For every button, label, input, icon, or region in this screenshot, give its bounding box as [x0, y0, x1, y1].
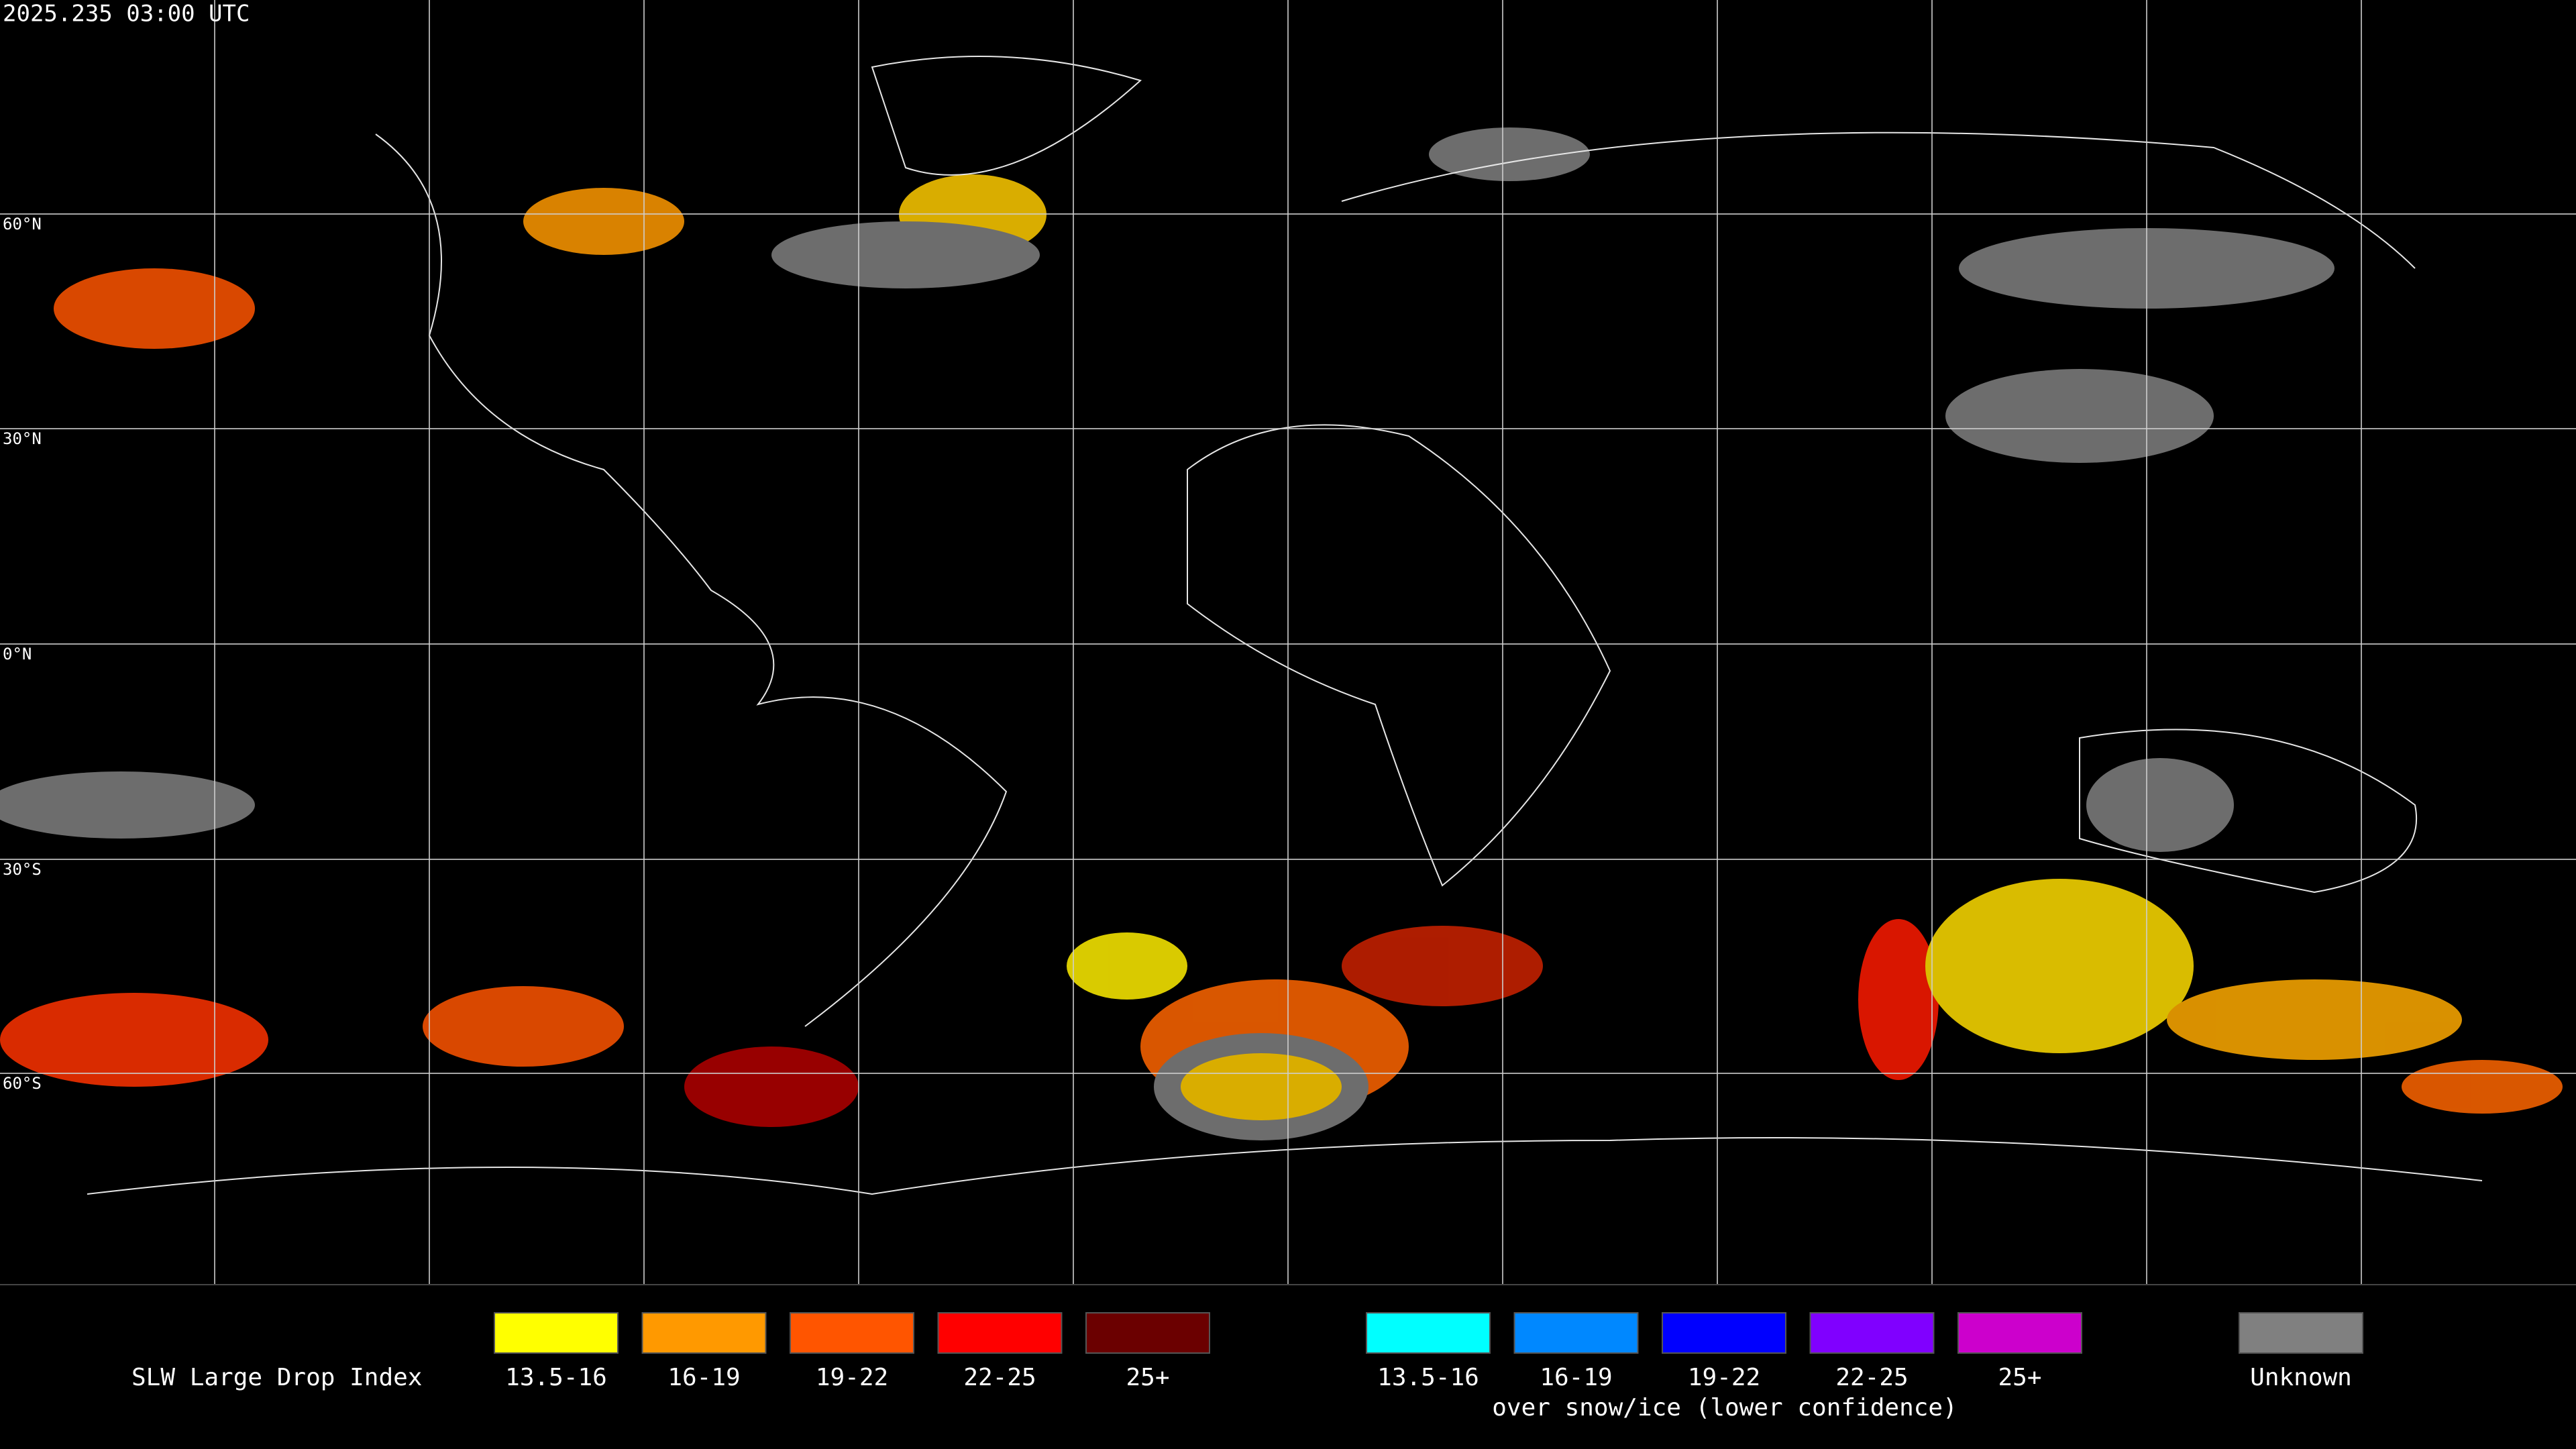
latitude-label: 30°S	[3, 860, 42, 879]
cloud-patch	[1429, 127, 1590, 181]
legend-swatch	[1513, 1312, 1639, 1354]
latitude-label: 60°S	[3, 1074, 42, 1093]
coastline	[87, 1137, 2483, 1195]
legend-caption: over snow/ice (lower confidence)	[1492, 1394, 1957, 1421]
legend-label: 19-22	[1688, 1364, 1760, 1391]
legend-label: 25+	[1126, 1364, 1169, 1391]
legend-label: 16-19	[1540, 1364, 1612, 1391]
legend-label: 25+	[1998, 1364, 2041, 1391]
legend-label: 22-25	[1835, 1364, 1908, 1391]
legend-label: 13.5-16	[1377, 1364, 1479, 1391]
legend-swatch	[1366, 1312, 1491, 1354]
legend-title: SLW Large Drop Index	[131, 1364, 422, 1391]
cloud-patch	[423, 986, 624, 1067]
legend-swatch	[1085, 1312, 1210, 1354]
legend-swatch	[1809, 1312, 1935, 1354]
legend-label: 19-22	[816, 1364, 888, 1391]
cloud-patch	[54, 268, 255, 349]
cloud-patch	[684, 1046, 859, 1127]
graticule	[0, 0, 2576, 1285]
legend-label: 16-19	[667, 1364, 740, 1391]
legend-swatch	[641, 1312, 767, 1354]
legend-swatch	[790, 1312, 914, 1354]
cloud-patch	[523, 188, 684, 255]
latitude-label: 0°N	[3, 645, 32, 663]
coastline	[1187, 424, 1611, 887]
cloud-patch	[771, 221, 1040, 288]
cloud-patch	[1925, 879, 2194, 1053]
coastline	[2079, 729, 2418, 894]
cloud-patch	[1945, 369, 2214, 463]
legend-label: Unknown	[2250, 1364, 2352, 1391]
latitude-label: 60°N	[3, 215, 42, 233]
latitude-label: 30°N	[3, 429, 42, 448]
coastline	[1341, 131, 2416, 269]
cloud-patch	[2167, 979, 2462, 1060]
legend-swatch	[1957, 1312, 2082, 1354]
legend-swatch	[1662, 1312, 1786, 1354]
coastline	[871, 56, 1142, 176]
timestamp: 2025.235 03:00 UTC	[3, 1, 250, 28]
cloud-patch	[1858, 919, 1939, 1080]
cloud-patch	[1342, 926, 1543, 1006]
legend-swatch	[937, 1312, 1063, 1354]
cloud-patch	[2402, 1060, 2563, 1114]
legend-swatch	[2239, 1312, 2363, 1354]
legend-label: 22-25	[963, 1364, 1036, 1391]
cloud-patch	[1181, 1053, 1342, 1120]
cloud-patch	[0, 993, 268, 1087]
legend-swatch	[494, 1312, 619, 1354]
legend-label: 13.5-16	[505, 1364, 607, 1391]
cloud-patch	[1067, 932, 1187, 1000]
cloud-patch	[0, 771, 255, 839]
cloud-patch	[2086, 758, 2234, 852]
